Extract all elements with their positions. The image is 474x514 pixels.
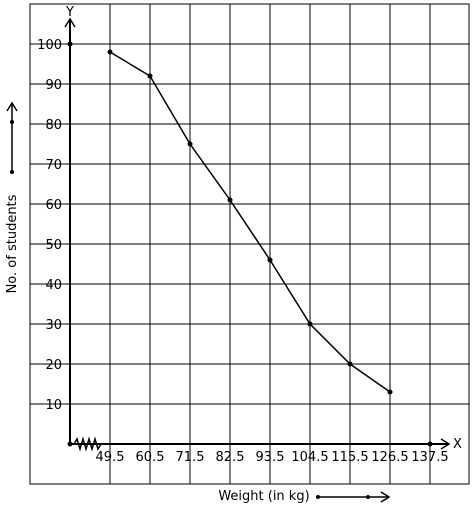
x-direction-dot [366,495,370,499]
x-axis-arrowhead [440,438,451,450]
axis-labels: Weight (in kg) No. of students X Y [5,5,462,504]
axes [64,17,451,452]
direction-arrows [6,101,391,503]
y-direction-dot [10,170,14,174]
x-axis-letter: X [453,437,462,452]
data-point [307,321,313,327]
x-tick-label: 82.5 [216,450,245,465]
x-tick-label: 71.5 [176,450,205,465]
x-direction-dot [316,495,320,499]
y-tick-label: 70 [45,158,62,173]
series-line [109,51,391,393]
data-point [187,141,193,147]
y-tick-label: 20 [45,358,62,373]
tick-labels: 10 20 30 40 50 60 70 80 90 100 49.5 60.5 71.5 82.5 93.… [37,38,448,465]
data-point [227,197,233,203]
x-direction-arrowhead [380,491,391,503]
y-tick-label: 100 [37,38,62,53]
y-tick-label: 90 [45,78,62,93]
y-tick-label: 30 [45,318,62,333]
y-tick-label: 50 [45,238,62,253]
x-tick-label: 115.5 [331,450,368,465]
x-tick-label: 49.5 [96,450,125,465]
x-axis-point [67,441,73,447]
x-axis-point [427,441,433,447]
y-direction-arrowhead [6,101,18,112]
x-axis-break-marker [73,436,102,452]
y-tick-label: 60 [45,198,62,213]
y-tick-label: 10 [45,398,62,413]
x-tick-label: 104.5 [291,450,328,465]
x-tick-label: 126.5 [371,450,408,465]
y-tick-label: 40 [45,278,62,293]
data-point [347,361,353,367]
y-direction-dot [10,120,14,124]
data-point [387,389,393,395]
y-tick-label: 80 [45,118,62,133]
x-tick-label: 60.5 [136,450,165,465]
x-tick-label: 137.5 [411,450,448,465]
y-axis-point [67,41,73,47]
grid-lines [29,3,470,485]
x-axis-label: Weight (in kg) [218,489,309,504]
data-point [267,257,273,263]
y-axis-letter: Y [65,5,74,20]
x-tick-label: 93.5 [256,450,285,465]
data-point [147,73,153,79]
y-axis-label: No. of students [5,194,20,293]
data-point [107,49,113,55]
y-axis-arrowhead [64,17,76,28]
data-series [107,49,393,395]
